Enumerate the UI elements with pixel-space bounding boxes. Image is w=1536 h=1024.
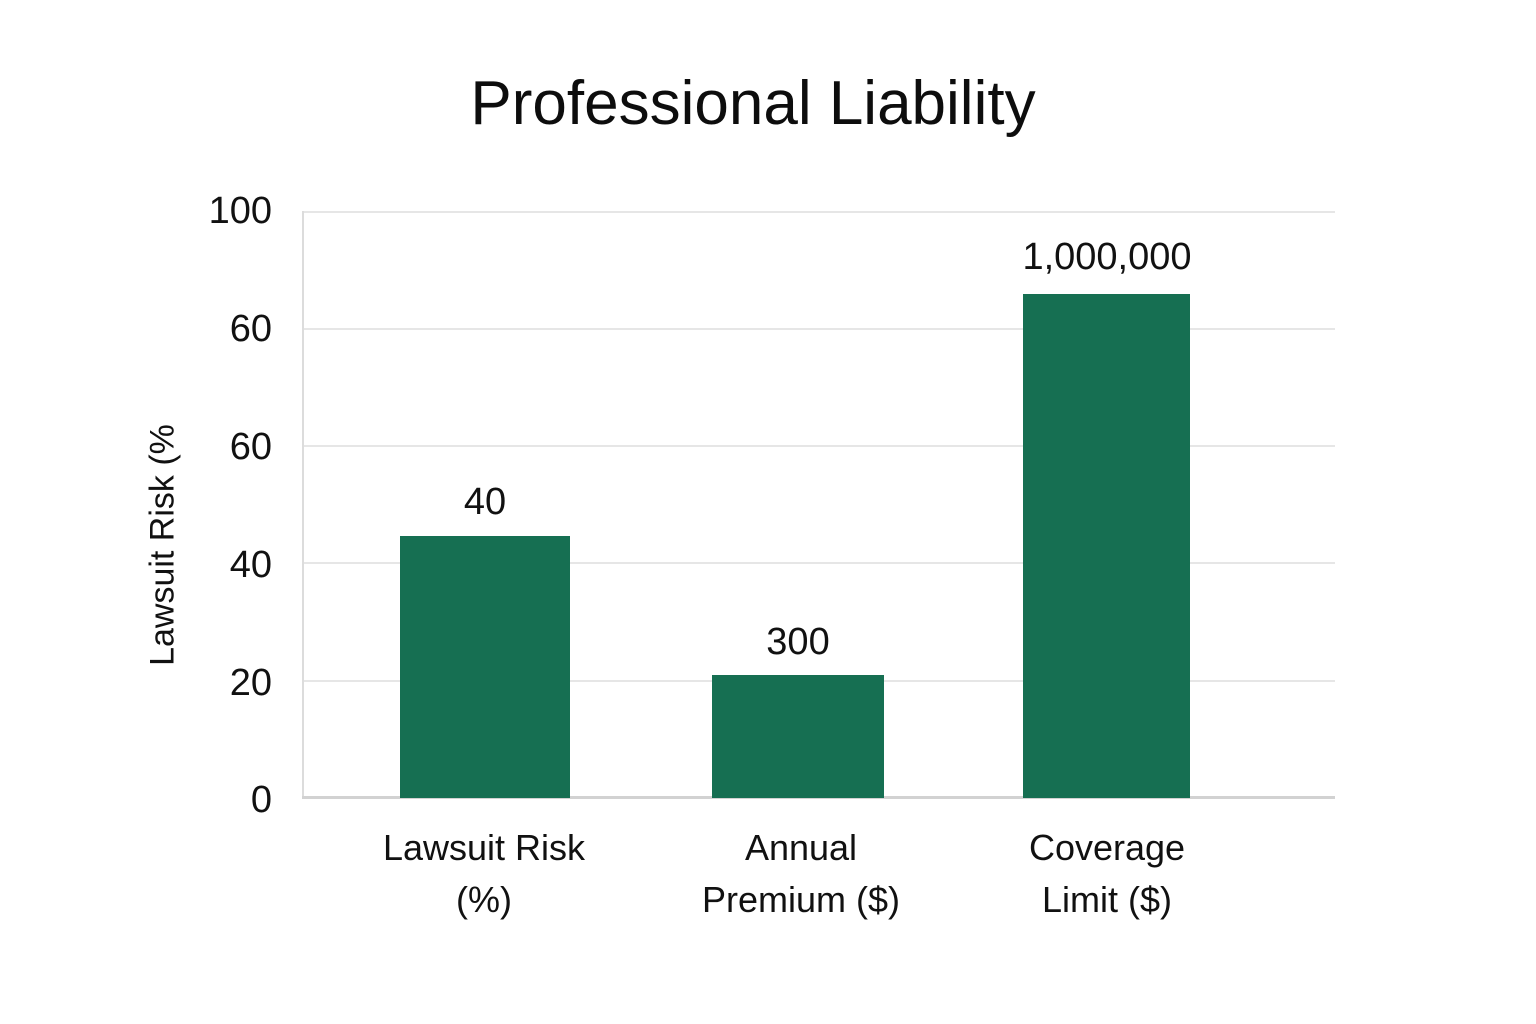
x-label-line: (%) bbox=[456, 879, 512, 920]
y-tick-label: 20 bbox=[229, 662, 272, 704]
y-axis-line bbox=[302, 211, 304, 799]
data-label: 40 bbox=[463, 481, 507, 523]
y-tick-label: 40 bbox=[229, 544, 272, 586]
bar-annual-premium bbox=[712, 675, 884, 798]
data-label: 1,000,000 bbox=[1022, 236, 1192, 278]
data-label: 300 bbox=[766, 621, 830, 663]
chart-title: Professional Liability bbox=[470, 69, 1036, 138]
gridline bbox=[302, 328, 1335, 330]
y-axis-label: Lawsuit Risk (% bbox=[143, 424, 182, 666]
x-category-label: Coverage Limit ($) bbox=[1029, 822, 1185, 926]
y-tick-label: 0 bbox=[250, 779, 272, 821]
x-label-line: Annual bbox=[744, 827, 858, 868]
gridline bbox=[302, 445, 1335, 447]
x-category-label: Lawsuit Risk (%) bbox=[383, 822, 585, 926]
gridline bbox=[302, 562, 1335, 564]
x-label-line: Coverage bbox=[1028, 827, 1186, 868]
y-tick-label: 100 bbox=[208, 190, 272, 232]
x-category-label: Annual Premium ($) bbox=[702, 822, 900, 926]
x-label-line: Premium ($) bbox=[701, 879, 901, 920]
x-label-line: Lawsuit Risk bbox=[382, 827, 586, 868]
x-label-line: Limit ($) bbox=[1041, 879, 1172, 920]
y-tick-label: 60 bbox=[229, 426, 272, 468]
bar-coverage-limit bbox=[1023, 294, 1190, 798]
y-tick-label: 60 bbox=[229, 308, 272, 350]
bar-lawsuit-risk bbox=[400, 536, 570, 798]
gridline bbox=[302, 211, 1335, 213]
